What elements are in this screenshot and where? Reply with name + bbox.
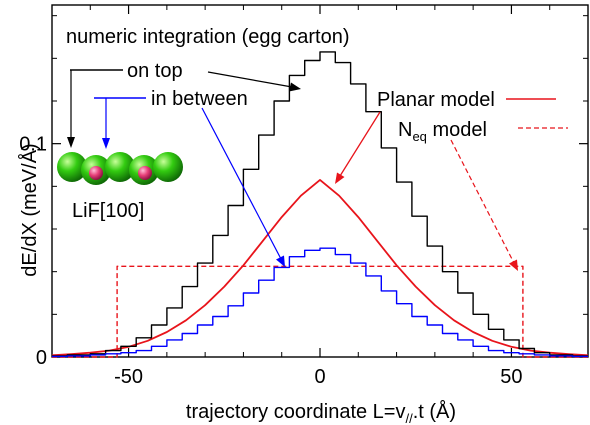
arrowhead: [102, 138, 110, 149]
arrow-in-between-to-curve: [201, 107, 282, 260]
series-on-top-line: [52, 51, 588, 357]
lif-crystal-illustration: [57, 152, 183, 185]
y-tick-label: 0.1: [19, 134, 47, 156]
legend-neq-label: Neq model: [398, 119, 487, 144]
fluorine-atom: [153, 152, 183, 182]
arrowhead: [276, 255, 285, 267]
annotation-arrows: [67, 70, 518, 271]
x-tick-label: 50: [500, 366, 522, 388]
arrowhead: [509, 259, 518, 271]
series-in-between-line: [52, 247, 588, 358]
legend-on-top-label: on top: [127, 60, 183, 82]
series-n-eq-model-line: [52, 265, 588, 358]
y-axis-label: dE/dX (meV/Å): [18, 143, 41, 276]
lithium-atom: [138, 166, 152, 180]
legend-planar-label: Planar model: [377, 89, 495, 111]
fluorine-atom: [105, 152, 135, 182]
arrowhead: [67, 137, 75, 148]
arrow-neq-to-curve: [450, 139, 515, 264]
lithium-atom: [89, 166, 103, 180]
x-tick-label: -50: [114, 366, 143, 388]
y-tick-label: 0: [36, 347, 47, 369]
series-planar-model-line: [51, 179, 589, 357]
legend-heading: numeric integration (egg carton): [66, 26, 349, 48]
arrow-on-top-to-curve: [207, 71, 293, 88]
axes: -50 0 50 0 0.1: [19, 4, 589, 388]
x-tick-label: 0: [314, 366, 325, 388]
arrowhead: [289, 82, 301, 92]
series-layer: [51, 51, 589, 358]
arrow-planar-to-curve: [339, 111, 381, 177]
fluorine-atom: [57, 152, 87, 182]
legend-in-between-label: in between: [151, 88, 248, 110]
inset-label: LiF[100]: [72, 200, 144, 222]
x-axis-label: trajectory coordinate L=v//.t (Å): [186, 400, 456, 425]
legend: numeric integration (egg carton) on top …: [66, 26, 568, 144]
arrowhead: [335, 172, 345, 184]
